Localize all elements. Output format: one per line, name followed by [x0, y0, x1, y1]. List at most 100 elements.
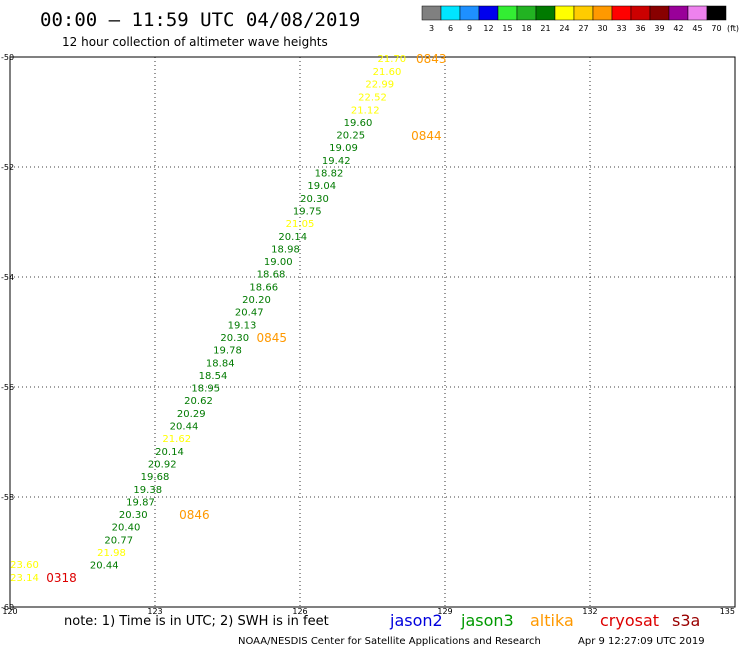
wave-height-value: 22.52: [358, 93, 387, 104]
footer-credit: NOAA/NESDIS Center for Satellite Applica…: [238, 636, 541, 647]
scale-swatch: [611, 5, 632, 21]
wave-height-value: 21.98: [97, 548, 126, 559]
footer-note: note: 1) Time is in UTC; 2) SWH is in fe…: [64, 614, 329, 629]
scale-swatch: [516, 5, 537, 21]
wave-height-value: 20.20: [242, 295, 271, 306]
wave-height-value: 20.30: [300, 194, 329, 205]
satellite-name: altika: [530, 611, 574, 630]
scale-swatch: [440, 5, 461, 21]
chart-subtitle: 12 hour collection of altimeter wave hei…: [62, 35, 328, 49]
wave-height-value: 23.60: [10, 560, 39, 571]
wave-height-value: 20.14: [278, 232, 307, 243]
time-label: 0844: [411, 129, 442, 143]
plot-border: [9, 56, 736, 608]
scale-tick-label: 39: [654, 24, 664, 33]
scale-swatch: [554, 5, 575, 21]
scale-swatch: [649, 5, 670, 21]
scale-tick-label: 3: [429, 24, 434, 33]
x-tick-label: 120: [2, 607, 17, 616]
wave-height-value: 20.62: [184, 396, 213, 407]
wave-height-value: 23.14: [10, 573, 39, 584]
y-tick-label: -50: [1, 53, 14, 62]
satellite-name: s3a: [672, 611, 700, 630]
wave-height-value: 20.30: [220, 333, 249, 344]
scale-tick-label: 15: [502, 24, 512, 33]
scale-tick-label: 27: [578, 24, 588, 33]
scale-tick-label: 30: [597, 24, 607, 33]
scale-swatch: [668, 5, 689, 21]
wave-height-value: 19.87: [126, 497, 155, 508]
chart-title: 00:00 — 11:59 UTC 04/08/2019: [40, 9, 360, 31]
x-tick-label: 135: [720, 607, 735, 616]
wave-height-value: 19.09: [329, 143, 358, 154]
scale-swatch: [497, 5, 518, 21]
wave-height-value: 18.54: [199, 371, 228, 382]
plot-frame: [9, 56, 736, 608]
x-tick-label: 132: [582, 607, 597, 616]
scale-tick-label: 33: [616, 24, 626, 33]
color-scale-legend: 3 6 9 12 15 18 21 24 27 30 33 36 39 42 45 70 (ft): [421, 5, 739, 33]
scale-tick-label: 45: [692, 24, 702, 33]
wave-height-value: 21.70: [378, 54, 407, 65]
scale-swatch: [630, 5, 651, 21]
scale-swatch: [459, 5, 480, 21]
wave-height-value: 19.13: [228, 320, 257, 331]
scale-tick-label: 24: [559, 24, 569, 33]
satellite-name: jason2: [389, 611, 443, 630]
wave-height-value: 18.68: [257, 270, 286, 281]
satellite-legend: jason2 jason3 altika cryosat s3a: [389, 611, 700, 630]
satellite-name: cryosat: [600, 611, 659, 630]
time-label: 0846: [179, 508, 210, 522]
scale-swatch: [687, 5, 708, 21]
wave-height-value: 20.44: [170, 422, 199, 433]
scale-unit: (ft): [727, 24, 739, 33]
wave-height-value: 20.30: [119, 510, 148, 521]
scale-tick-label: 18: [521, 24, 531, 33]
wave-height-value: 20.92: [148, 459, 177, 470]
wave-height-value: 18.95: [191, 384, 220, 395]
wave-height-value: 19.75: [293, 206, 322, 217]
wave-height-value: 20.47: [235, 308, 264, 319]
wave-height-value: 19.68: [141, 472, 170, 483]
scale-swatch: [706, 5, 727, 21]
scale-tick-label: 21: [540, 24, 550, 33]
wave-height-value: 20.44: [90, 561, 119, 572]
x-tick-label: 123: [147, 607, 162, 616]
wave-height-value: 20.29: [177, 409, 206, 420]
wave-height-value: 19.78: [213, 346, 242, 357]
scale-tick-label: 42: [673, 24, 683, 33]
wave-height-value: 18.84: [206, 358, 235, 369]
y-tick-label: -54: [1, 273, 14, 282]
scale-tick-label: 70: [711, 24, 721, 33]
scale-swatch: [421, 5, 442, 21]
wave-height-value: 20.77: [104, 535, 133, 546]
wave-height-value: 21.05: [286, 219, 315, 230]
wave-height-value: 19.60: [344, 118, 373, 129]
scale-swatch: [592, 5, 613, 21]
time-labels: 0843 0844 0845 0846 0318: [46, 52, 446, 585]
x-axis-ticks: 120 123 126 129 132 135: [2, 607, 735, 616]
wave-height-value: 21.12: [351, 105, 380, 116]
wave-height-value: 18.98: [271, 244, 300, 255]
wave-height-value: 20.25: [336, 131, 365, 142]
wave-height-value: 21.62: [162, 434, 191, 445]
wave-height-value: 18.66: [249, 282, 278, 293]
scale-tick-label: 12: [483, 24, 493, 33]
y-tick-label: -60: [1, 603, 14, 612]
time-label: 0845: [257, 331, 288, 345]
wave-height-value: 20.40: [112, 523, 141, 534]
y-axis-ticks: -50 -52 -54 -56 -58 -60: [1, 53, 14, 612]
wave-height-value: 21.60: [373, 67, 402, 78]
scale-swatch: [535, 5, 556, 21]
y-tick-label: -52: [1, 163, 14, 172]
wave-height-value: 19.42: [322, 156, 351, 167]
grid-lines: [10, 57, 735, 607]
scale-tick-label: 6: [448, 24, 453, 33]
wave-height-value: 20.14: [155, 447, 184, 458]
scale-swatch: [573, 5, 594, 21]
wave-height-value: 19.04: [307, 181, 336, 192]
scale-swatch: [478, 5, 499, 21]
time-label: 0843: [416, 52, 447, 66]
